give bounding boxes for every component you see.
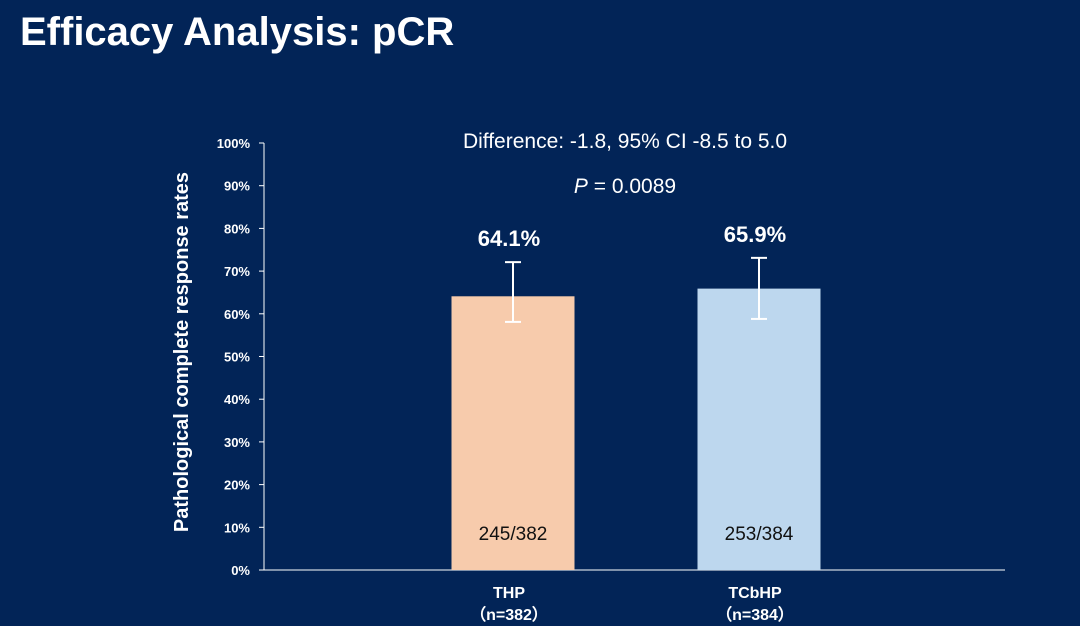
- value-label: 64.1%: [478, 226, 540, 251]
- y-tick-label: 60%: [224, 307, 250, 322]
- y-tick-label: 30%: [224, 435, 250, 450]
- slide-title: Efficacy Analysis: pCR: [20, 10, 455, 54]
- y-axis-label: Pathological complete response rates: [171, 172, 193, 532]
- difference-annotation: Difference: -1.8, 95% CI -8.5 to 5.0: [463, 130, 787, 153]
- y-tick-label: 80%: [224, 221, 250, 236]
- y-tick-label: 40%: [224, 392, 250, 407]
- y-tick-label: 20%: [224, 478, 250, 493]
- y-tick-label: 70%: [224, 264, 250, 279]
- y-tick-label: 50%: [224, 350, 250, 365]
- y-tick-label: 10%: [224, 520, 250, 535]
- bar-tcbhp: [697, 288, 821, 570]
- p-value: = 0.0089: [588, 175, 676, 198]
- bar-thp: [451, 296, 575, 570]
- y-tick-label: 100%: [217, 136, 251, 151]
- value-label: 65.9%: [724, 222, 786, 247]
- p-value-annotation: P = 0.0089: [574, 175, 676, 198]
- count-label: 245/382: [479, 524, 548, 545]
- p-label: P: [574, 175, 588, 198]
- x-tick-sublabel: （n=382）: [470, 606, 548, 624]
- y-tick-label: 0%: [231, 563, 250, 578]
- y-tick-label: 90%: [224, 179, 250, 194]
- count-label: 253/384: [725, 524, 794, 545]
- x-tick-label: THP: [493, 585, 525, 602]
- x-tick-sublabel: （n=384）: [716, 606, 794, 624]
- x-tick-label: TCbHP: [728, 585, 782, 602]
